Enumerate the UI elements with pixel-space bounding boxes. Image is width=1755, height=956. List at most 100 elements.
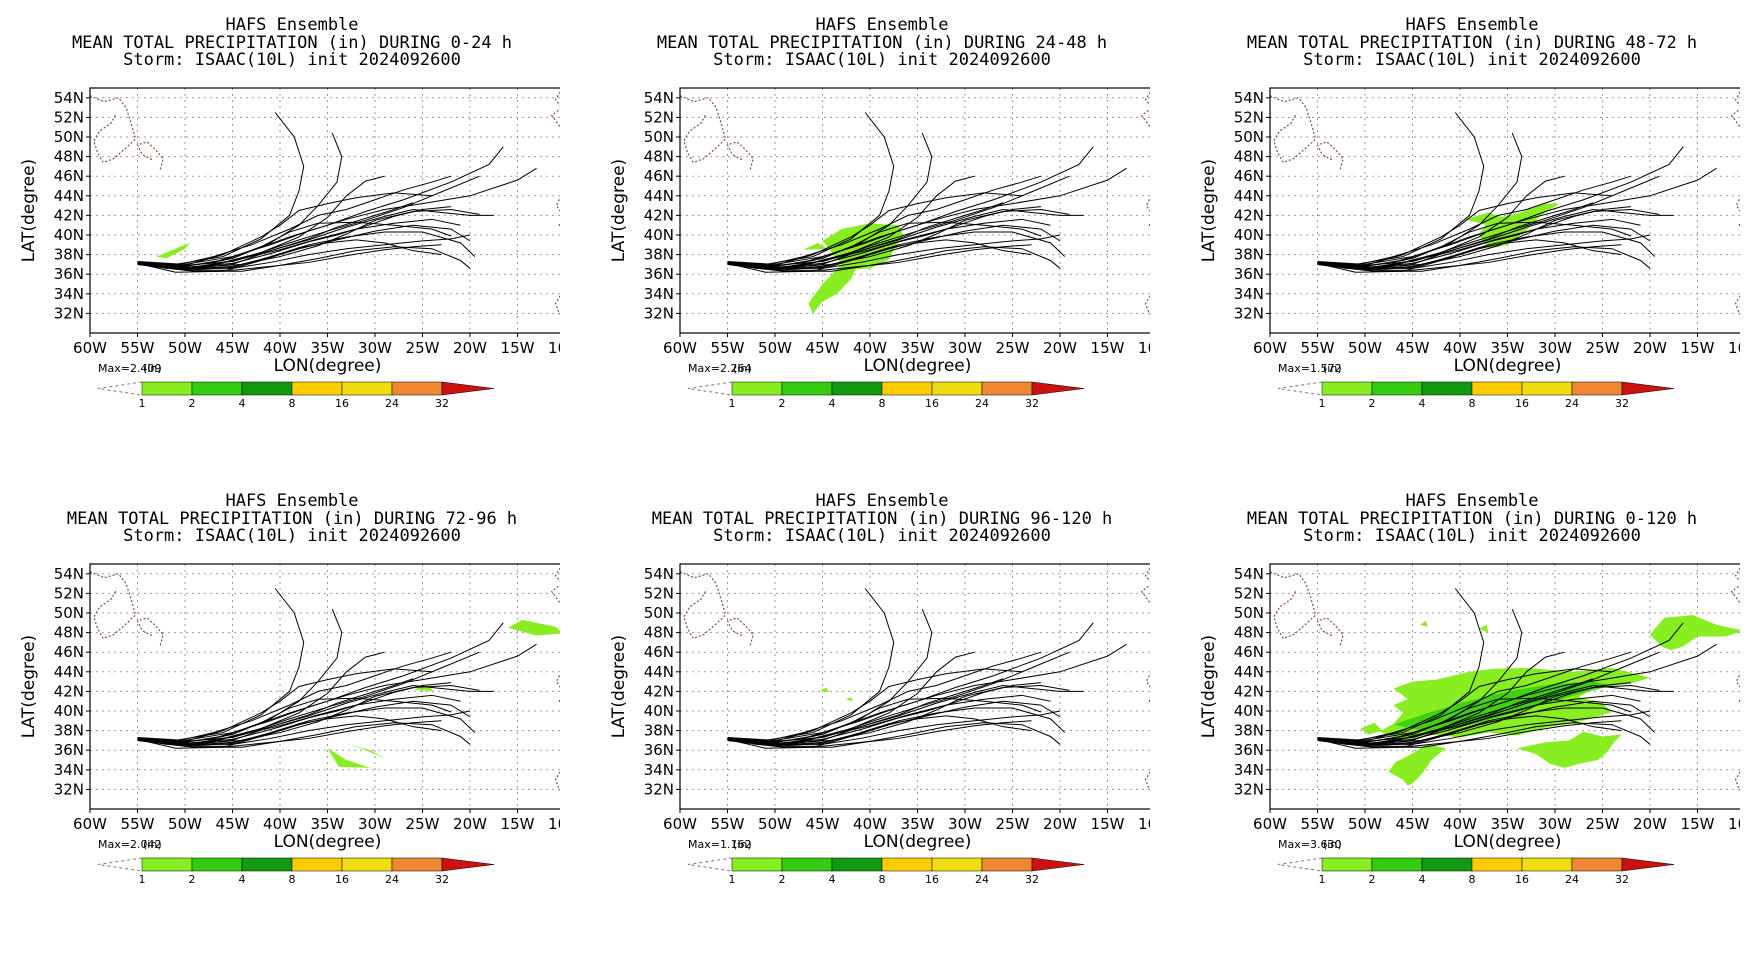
ensemble-track [137,651,452,742]
colorbar-tick-label: 32 [1615,873,1629,886]
lat-tick-label: 44N [54,663,84,681]
y-axis-label: LAT(degree) [609,159,629,262]
colorbar-segment [191,857,243,872]
lat-tick-label: 48N [54,148,84,166]
coastline [1140,567,1150,604]
ensemble-track [1317,651,1632,742]
ensemble-track [1317,202,1594,270]
lat-tick-label: 50N [644,604,674,622]
lat-tick-label: 34N [644,285,674,303]
lon-tick-label: 35W [901,815,935,833]
lat-tick-label: 32N [54,304,84,322]
plot-header: HAFS Ensemble [1405,491,1538,511]
ensemble-track [137,643,537,741]
lon-tick-label: 40W [263,339,297,357]
lat-tick-label: 48N [1234,148,1264,166]
ensemble-track [137,209,494,266]
lat-tick-label: 54N [1234,565,1264,583]
x-axis-label: LON(degree) [274,356,382,376]
lat-tick-label: 46N [1234,167,1264,185]
ensemble-track [727,175,1042,266]
plot-subtitle: Storm: ISAAC(10L) init 2024092600 [123,50,461,70]
colorbar-segment [1321,381,1373,396]
ensemble-track [1317,175,1632,266]
lat-tick-label: 44N [644,187,674,205]
units-label: (in) [143,838,162,851]
coastline [550,91,560,128]
lon-tick-label: 15W [1681,815,1715,833]
ensemble-track [1317,221,1632,267]
lat-tick-label: 52N [644,108,674,126]
units-label: (in) [733,362,752,375]
lat-tick-label: 54N [54,565,84,583]
x-axis-label: LON(degree) [864,832,972,852]
colorbar-tick-label: 2 [189,397,196,410]
units-label: (in) [1323,362,1342,375]
lat-tick-label: 32N [644,304,674,322]
lat-tick-label: 38N [1234,722,1264,740]
colorbar-segment [141,857,193,872]
colorbar-tick-label: 4 [239,873,246,886]
lat-tick-label: 48N [644,624,674,642]
colorbar-tick-label: 24 [1565,873,1579,886]
plot-subtitle: Storm: ISAAC(10L) init 2024092600 [713,526,1051,546]
y-axis-label: LAT(degree) [609,635,629,738]
coastline [1144,295,1150,315]
lon-tick-label: 25W [1586,815,1620,833]
coastline [1269,95,1317,164]
lon-tick-label: 25W [406,815,440,833]
colorbar-tick-label: 4 [1419,397,1426,410]
ensemble-track [137,192,433,266]
lat-tick-label: 40N [1234,702,1264,720]
colorbar-segment [931,381,983,396]
ensemble-track [1317,192,1613,266]
max-value: Max=1.162 [688,838,751,851]
coastline [554,771,560,791]
x-axis-label: LON(degree) [1454,356,1562,376]
colorbar-tick-label: 24 [1565,397,1579,410]
colorbar-upper-arrow [1031,857,1085,872]
lon-tick-label: 30W [358,815,392,833]
lon-tick-label: 35W [311,339,345,357]
lon-tick-label: 45W [806,339,840,357]
lon-tick-label: 50W [168,815,202,833]
lon-tick-label: 40W [1443,815,1477,833]
lat-tick-label: 46N [1234,643,1264,661]
ensemble-track [137,697,452,743]
colorbar-segment [241,381,293,396]
lon-tick-label: 25W [996,815,1030,833]
ensemble-track [1317,209,1674,266]
lon-tick-label: 30W [1538,339,1572,357]
lon-tick-label: 45W [806,815,840,833]
ensemble-track [1317,239,1622,270]
colorbar-segment [341,857,393,872]
colorbar-tick-label: 32 [435,873,449,886]
colorbar-segment [1421,381,1473,396]
lon-tick-label: 50W [1348,815,1382,833]
ensemble-track [137,715,442,746]
lat-tick-label: 36N [1234,741,1264,759]
lat-tick-label: 50N [54,128,84,146]
lat-tick-label: 44N [54,187,84,205]
x-axis-label: LON(degree) [1454,832,1562,852]
lon-tick-label: 50W [1348,339,1382,357]
units-label: (in) [1323,838,1342,851]
lon-tick-label: 40W [263,815,297,833]
coastline [89,571,137,640]
colorbar-segment [831,381,883,396]
coastline [679,95,727,164]
plot-title: MEAN TOTAL PRECIPITATION (in) DURING 24-… [657,33,1107,53]
lon-tick-label: 10W [548,815,560,833]
colorbar-segment [1521,857,1573,872]
colorbar-segment [731,381,783,396]
ensemble-track [727,246,1061,272]
panel-72-96h: HAFS Ensemble MEAN TOTAL PRECIPITATION (i… [0,486,560,956]
coastline [1269,571,1317,640]
lon-tick-label: 35W [1491,339,1525,357]
lat-tick-label: 54N [644,89,674,107]
colorbar-lower-arrow [1277,381,1323,396]
lon-tick-label: 35W [311,815,345,833]
colorbar-segment [141,381,193,396]
colorbar-upper-arrow [441,857,495,872]
colorbar-tick-label: 1 [1319,397,1326,410]
